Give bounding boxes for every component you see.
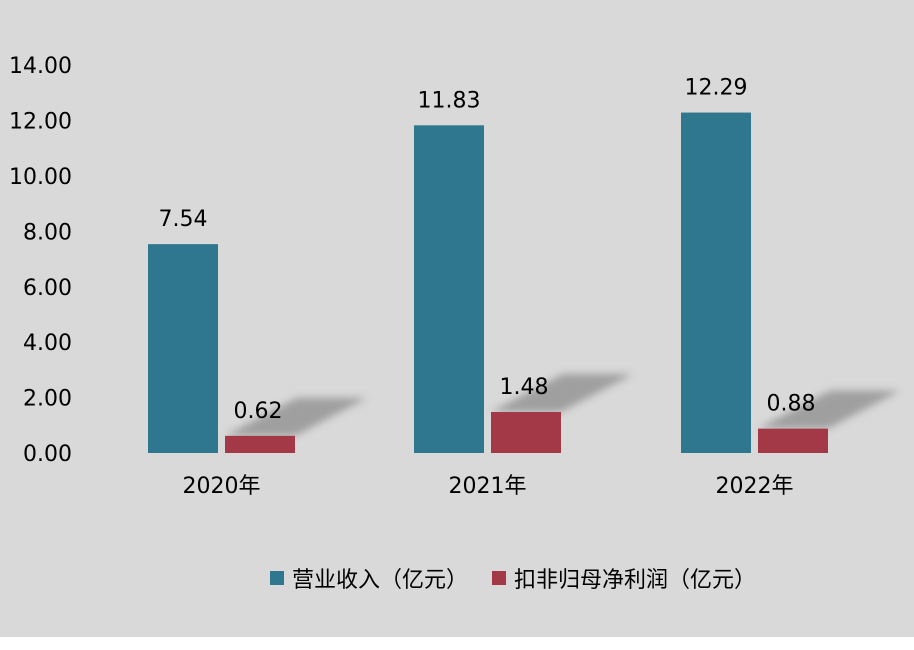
profit-bar [758, 428, 828, 453]
legend-label: 营业收入（亿元） [292, 568, 468, 593]
revenue-bar [681, 112, 751, 453]
profit-bar [225, 435, 295, 453]
data-label: 7.54 [159, 207, 208, 232]
y-tick-label: 10.00 [9, 165, 72, 190]
data-label: 0.62 [234, 399, 283, 424]
bar-shadow [225, 397, 367, 436]
legend: 营业收入（亿元） 扣非归母净利润（亿元） [270, 568, 756, 593]
data-labels: 7.54 0.62 11.83 1.48 12.29 0.88 [159, 76, 816, 424]
x-category-label: 2020年 [183, 474, 261, 499]
y-tick-label: 8.00 [23, 220, 72, 245]
x-category-label: 2022年 [716, 474, 794, 499]
bar-shadows [225, 374, 900, 436]
x-category-label: 2021年 [449, 474, 527, 499]
legend-label: 扣非归母净利润（亿元） [514, 568, 756, 593]
bars [148, 112, 828, 454]
data-label: 11.83 [418, 88, 481, 113]
data-label: 12.29 [685, 76, 748, 101]
y-tick-label: 6.00 [23, 276, 72, 301]
y-tick-label: 0.00 [23, 442, 72, 467]
data-label: 0.88 [767, 392, 816, 417]
legend-swatch [492, 571, 507, 585]
profit-bar [491, 412, 561, 453]
bar-shadow [758, 390, 900, 429]
y-axis-tick-labels: 0.00 2.00 4.00 6.00 8.00 10.00 12.00 14.00 [9, 54, 72, 467]
data-label: 1.48 [500, 375, 549, 400]
revenue-bar [148, 244, 218, 453]
legend-swatch [270, 571, 284, 585]
bar-shadow [491, 374, 633, 413]
x-axis-category-labels: 2020年 2021年 2022年 [183, 474, 794, 499]
y-tick-label: 4.00 [23, 331, 72, 356]
y-tick-label: 14.00 [9, 54, 72, 79]
y-tick-label: 2.00 [23, 387, 72, 412]
revenue-bar [414, 125, 484, 454]
y-tick-label: 12.00 [9, 110, 72, 135]
